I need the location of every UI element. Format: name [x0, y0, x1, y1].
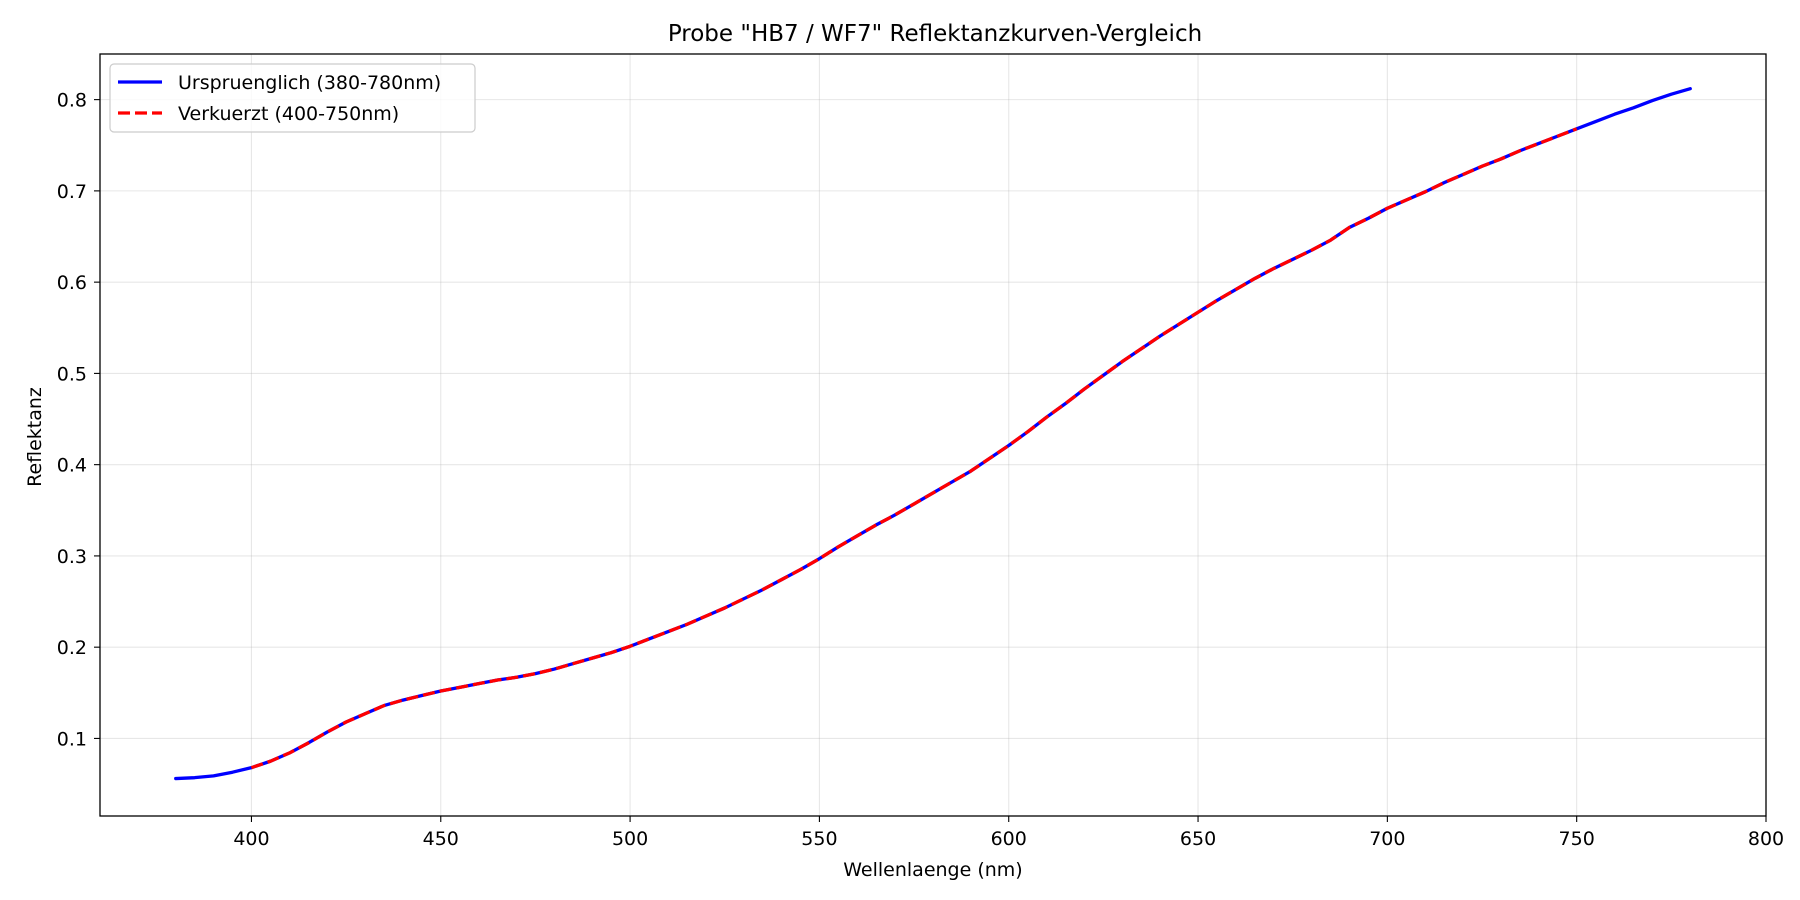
x-tick-label: 800 [1748, 828, 1784, 850]
y-tick-label: 0.2 [57, 637, 87, 659]
legend-box [109, 63, 476, 133]
y-axis: 0.1 0.2 0.3 0.4 0.5 0.6 0.7 0.8 [57, 90, 100, 750]
y-tick-label: 0.8 [57, 90, 87, 112]
plot-frame [99, 53, 1767, 817]
x-axis: 400 450 500 550 600 650 700 750 800 [233, 816, 1784, 850]
x-tick-label: 700 [1369, 828, 1405, 850]
y-tick-label: 0.3 [57, 546, 87, 568]
legend-label-original: Urspruenglich (380-780nm) [178, 72, 441, 94]
y-tick-label: 0.4 [57, 455, 87, 477]
legend: Urspruenglich (380-780nm) Verkuerzt (400… [109, 63, 476, 133]
series-layer [174, 87, 1692, 781]
x-tick-label: 650 [1180, 828, 1216, 850]
x-tick-label: 600 [991, 828, 1027, 850]
x-tick-label: 500 [612, 828, 648, 850]
x-tick-label: 450 [423, 828, 459, 850]
y-tick-label: 0.5 [57, 363, 87, 385]
y-axis-label: Reflektanz [24, 387, 46, 487]
chart-title: Probe "HB7 / WF7" Reflektanzkurven-Vergl… [668, 21, 1202, 47]
x-tick-label: 550 [801, 828, 837, 850]
y-tick-label: 0.7 [57, 181, 87, 203]
legend-label-shortened: Verkuerzt (400-750nm) [178, 103, 399, 125]
x-tick-label: 400 [233, 828, 269, 850]
x-tick-label: 750 [1559, 828, 1595, 850]
grid [100, 54, 1767, 816]
series-line-shortened [250, 127, 1578, 770]
y-tick-label: 0.6 [57, 272, 87, 294]
x-axis-label: Wellenlaenge (nm) [843, 859, 1022, 881]
y-tick-label: 0.1 [57, 728, 87, 750]
